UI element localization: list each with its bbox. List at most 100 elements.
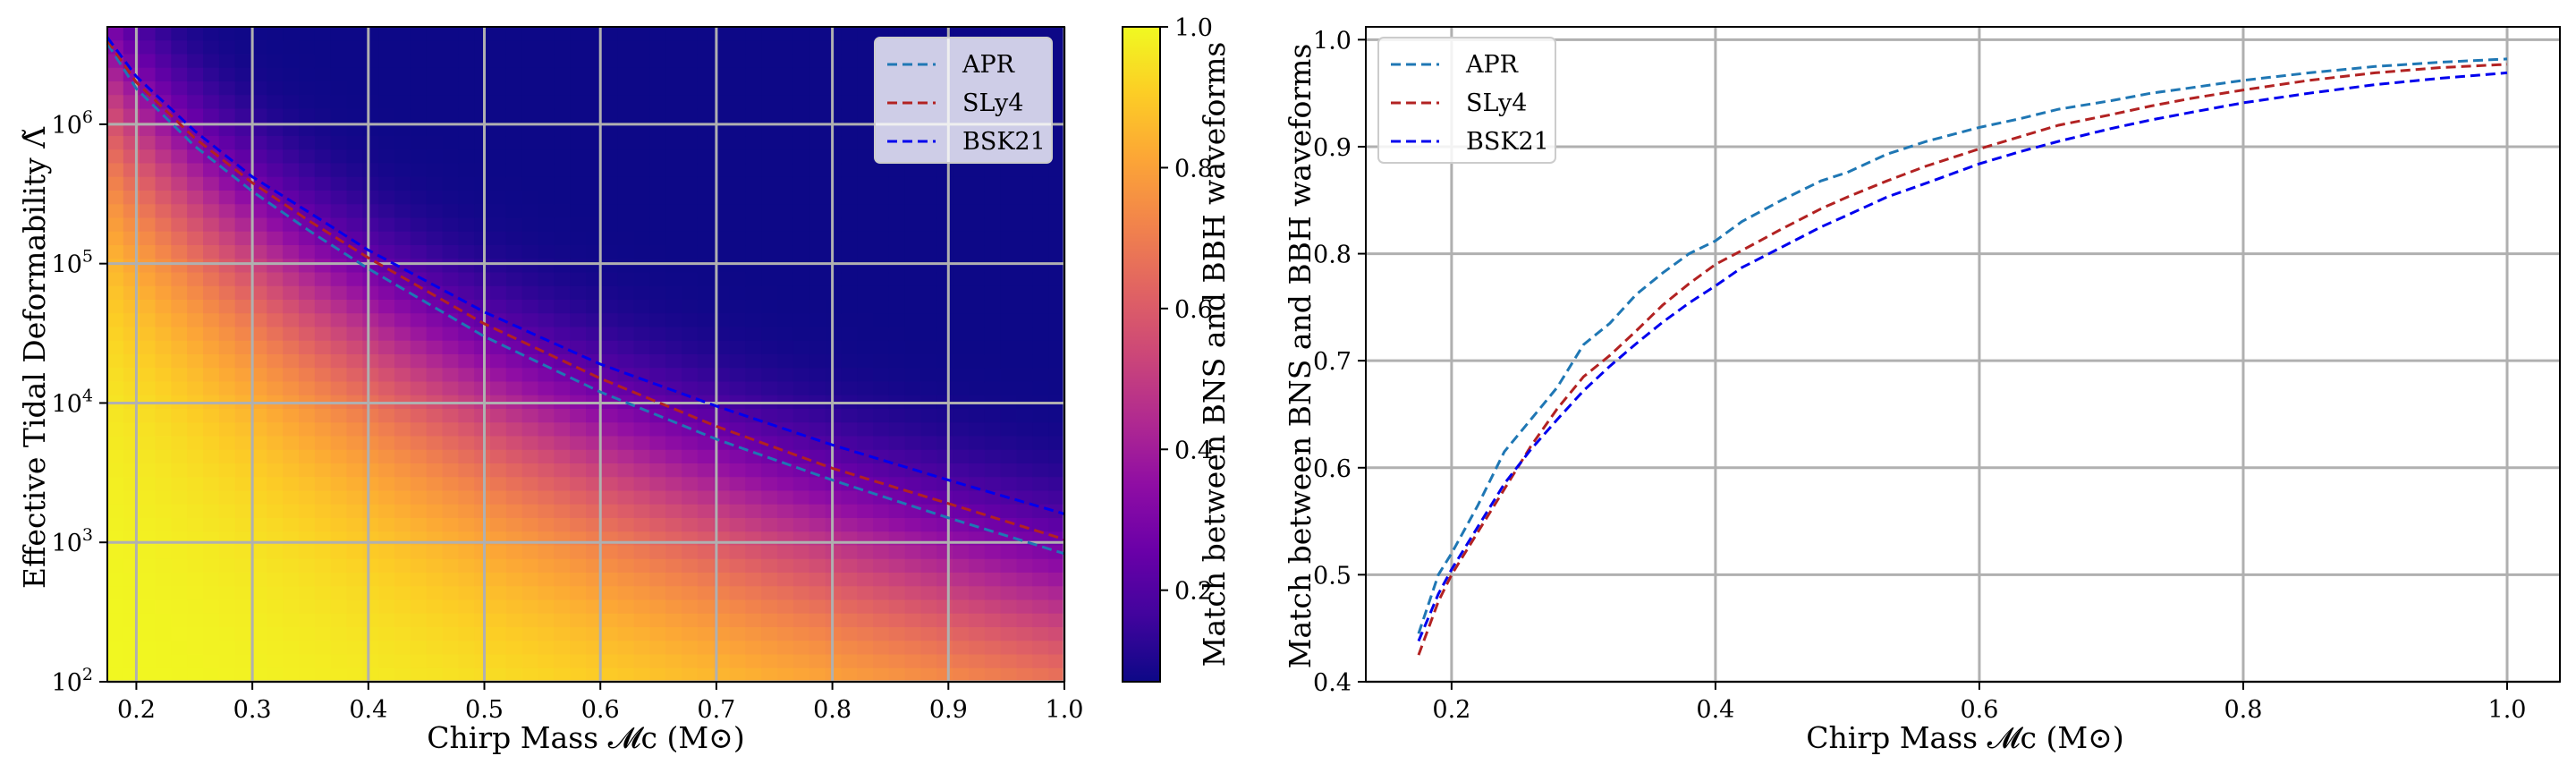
heatmap-cell xyxy=(203,613,220,628)
heatmap-cell xyxy=(936,573,953,587)
heatmap-cell xyxy=(729,340,746,355)
heatmap-cell xyxy=(969,531,986,547)
heatmap-cell xyxy=(1032,368,1049,383)
colorbar-tick-label: 0.8 xyxy=(1174,155,1213,183)
heatmap-cell xyxy=(155,285,172,301)
match-y-tick-label: 0.6 xyxy=(1313,455,1352,483)
heatmap-cell xyxy=(442,231,459,246)
heatmap-cell xyxy=(857,108,874,123)
heatmap-cell xyxy=(474,231,491,246)
heatmap-cell xyxy=(426,558,444,573)
heatmap-cell xyxy=(857,313,874,328)
heatmap-cell xyxy=(601,504,619,519)
heatmap-cell xyxy=(809,272,826,287)
heatmap-cell xyxy=(283,449,300,464)
heatmap-cell xyxy=(617,217,635,233)
heatmap-cell xyxy=(857,245,874,259)
heatmap-cell xyxy=(362,477,379,492)
heatmap-cell xyxy=(601,613,619,628)
heatmap-cell xyxy=(521,176,539,191)
heatmap-cell xyxy=(314,67,332,82)
heatmap-cell xyxy=(314,245,332,259)
heatmap-cell xyxy=(682,300,699,314)
heatmap-cell xyxy=(218,667,236,683)
heatmap-cell xyxy=(330,27,348,41)
heatmap-cell xyxy=(234,285,252,301)
heatmap-cell xyxy=(505,436,523,451)
heatmap-cell xyxy=(888,436,906,451)
heatmap-cell xyxy=(729,163,746,178)
heatmap-cell xyxy=(969,245,986,259)
heatmap-cell xyxy=(601,313,619,328)
heatmap-cell xyxy=(346,613,363,628)
heatmap-cell xyxy=(570,545,587,560)
heatmap-panel: 0.2 0.3 0.4 0.5 0.6 0.7 0.8 0.9 1.0 102103104105… xyxy=(17,26,1083,755)
heatmap-cell xyxy=(490,586,507,601)
heatmap-cell xyxy=(873,368,890,383)
heatmap-cell xyxy=(697,586,715,601)
heatmap-cell xyxy=(633,518,650,532)
heatmap-cell xyxy=(665,95,682,110)
heatmap-cell xyxy=(490,191,507,205)
heatmap-cell xyxy=(873,627,890,641)
heatmap-cell xyxy=(777,573,794,587)
heatmap-cell xyxy=(761,545,778,560)
heatmap-cell xyxy=(1000,354,1018,369)
heatmap-cell xyxy=(505,449,523,464)
heatmap-cell xyxy=(586,204,603,219)
heatmap-cell xyxy=(410,300,428,314)
heatmap-cell xyxy=(410,490,428,505)
heatmap-cell xyxy=(155,368,172,383)
heatmap-cell xyxy=(857,613,874,628)
heatmap-cell xyxy=(346,449,363,464)
heatmap-cell xyxy=(841,327,858,342)
heatmap-cell xyxy=(601,586,619,601)
heatmap-cell xyxy=(888,422,906,437)
heatmap-cell xyxy=(570,122,587,137)
heatmap-cell xyxy=(554,176,571,191)
heatmap-cell xyxy=(490,558,507,573)
heatmap-cell xyxy=(841,354,858,369)
heatmap-cell xyxy=(283,272,300,287)
heatmap-cell xyxy=(490,231,507,246)
heatmap-cell xyxy=(171,245,188,259)
heatmap-cell xyxy=(378,449,395,464)
heatmap-cell xyxy=(554,558,571,573)
heatmap-cell xyxy=(649,340,666,355)
heatmap-cell xyxy=(633,354,650,369)
heatmap-cell xyxy=(586,641,603,656)
heatmap-cell xyxy=(888,176,906,191)
heatmap-cell xyxy=(267,463,284,478)
heatmap-cell xyxy=(633,340,650,355)
heatmap-cell xyxy=(442,558,459,573)
heatmap-cell xyxy=(953,368,970,383)
heatmap-cell xyxy=(777,108,794,123)
heatmap-cell xyxy=(969,340,986,355)
heatmap-cell xyxy=(442,641,459,656)
heatmap-cell xyxy=(697,285,715,301)
heatmap-cell xyxy=(139,518,157,532)
heatmap-cell xyxy=(139,368,157,383)
heatmap-cell xyxy=(299,191,316,205)
heatmap-cell xyxy=(777,463,794,478)
heatmap-cell xyxy=(426,368,444,383)
heatmap-cell xyxy=(107,422,124,437)
heatmap-cell xyxy=(857,518,874,532)
heatmap-cell xyxy=(649,163,666,178)
heatmap-cell xyxy=(155,436,172,451)
heatmap-cell xyxy=(586,231,603,246)
heatmap-cell xyxy=(394,558,411,573)
heatmap-cell xyxy=(809,409,826,423)
heatmap-cell xyxy=(633,545,650,560)
heatmap-cell xyxy=(458,449,475,464)
heatmap-cell xyxy=(442,54,459,69)
heatmap-cell xyxy=(218,641,236,656)
heatmap-cell xyxy=(171,368,188,383)
heatmap-cell xyxy=(203,667,220,683)
heatmap-cell xyxy=(554,300,571,314)
heatmap-cell xyxy=(330,545,348,560)
heatmap-cell xyxy=(458,327,475,342)
heatmap-cell xyxy=(570,245,587,259)
heatmap-cell xyxy=(1048,409,1065,423)
match-line-panel: 0.2 0.4 0.6 0.8 1.0 0.40.50.60.70.80.91.0 Ch… xyxy=(1283,26,2561,755)
